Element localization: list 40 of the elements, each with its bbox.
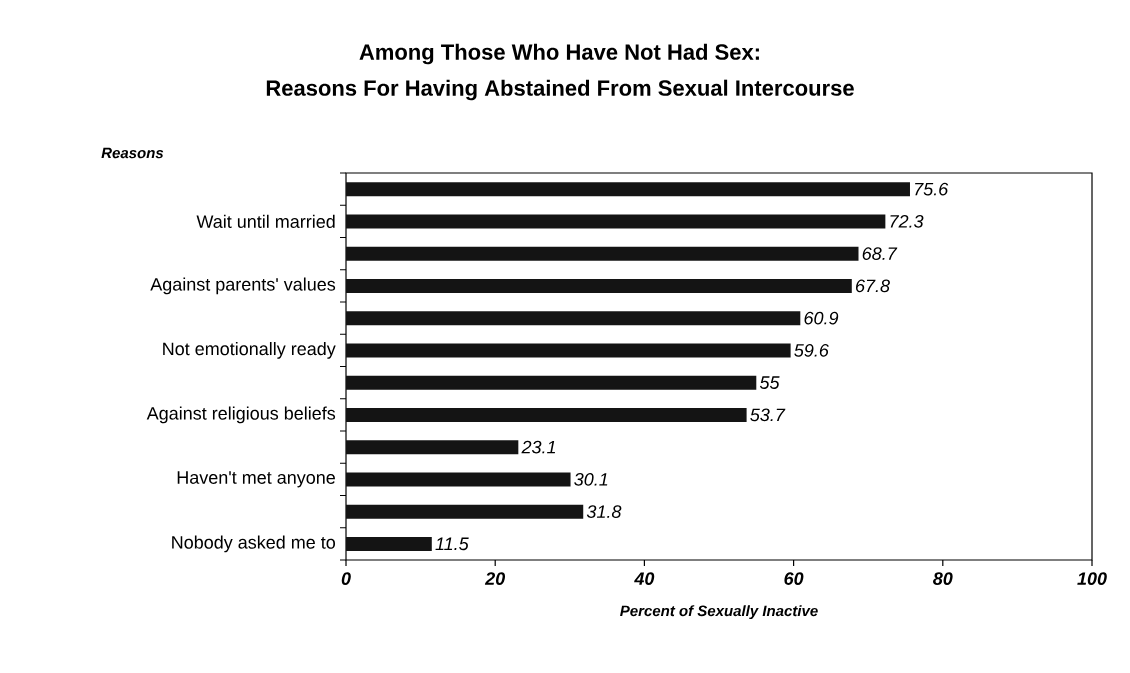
data-label: 55 bbox=[759, 376, 780, 389]
bar bbox=[346, 504, 584, 519]
bar bbox=[346, 375, 757, 390]
bar bbox=[346, 278, 852, 293]
y-tick-label: Against religious beliefs bbox=[146, 406, 336, 424]
data-label: 60.9 bbox=[804, 311, 839, 325]
data-label: 72.3 bbox=[890, 215, 924, 228]
bar bbox=[346, 214, 886, 229]
data-label: 11.5 bbox=[435, 537, 469, 551]
y-axis-title: Reasons bbox=[101, 147, 164, 159]
bar bbox=[346, 343, 791, 358]
data-label: 23.1 bbox=[521, 440, 556, 454]
data-label: 68.7 bbox=[862, 247, 898, 260]
x-axis-title: Percent of Sexually Inactive bbox=[620, 605, 818, 620]
y-tick-label: Nobody asked me to bbox=[172, 535, 336, 553]
y-tick-label: Not emotionally ready bbox=[163, 341, 336, 359]
data-label: 59.6 bbox=[794, 344, 829, 357]
data-label: 67.8 bbox=[856, 279, 890, 293]
y-tick-label: Wait until married bbox=[196, 214, 335, 228]
x-tick-label: 20 bbox=[484, 572, 506, 585]
chart-subtitle: Reasons For Having Abstained From Sexual Intercourse bbox=[266, 79, 854, 101]
data-label: 31.8 bbox=[586, 505, 622, 518]
bar bbox=[346, 407, 747, 422]
y-tick-label: Haven't met anyone bbox=[177, 471, 335, 488]
x-tick-label: 60 bbox=[784, 572, 804, 585]
bar bbox=[346, 472, 571, 487]
chart-title: Among Those Who Have Not Had Sex: bbox=[359, 43, 759, 65]
data-label: 53.7 bbox=[750, 408, 786, 422]
data-label: 30.1 bbox=[574, 473, 608, 486]
bar bbox=[346, 311, 801, 326]
bar bbox=[346, 440, 519, 455]
x-tick-label: 40 bbox=[634, 572, 655, 585]
x-tick-label: 0 bbox=[341, 572, 351, 585]
bar bbox=[346, 182, 910, 197]
bar bbox=[346, 536, 432, 551]
x-tick-label: 80 bbox=[933, 572, 953, 585]
x-tick-label: 100 bbox=[1077, 572, 1107, 585]
y-tick-label: Against parents' values bbox=[150, 277, 336, 295]
bar bbox=[346, 246, 859, 261]
data-label: 75.6 bbox=[915, 182, 949, 196]
